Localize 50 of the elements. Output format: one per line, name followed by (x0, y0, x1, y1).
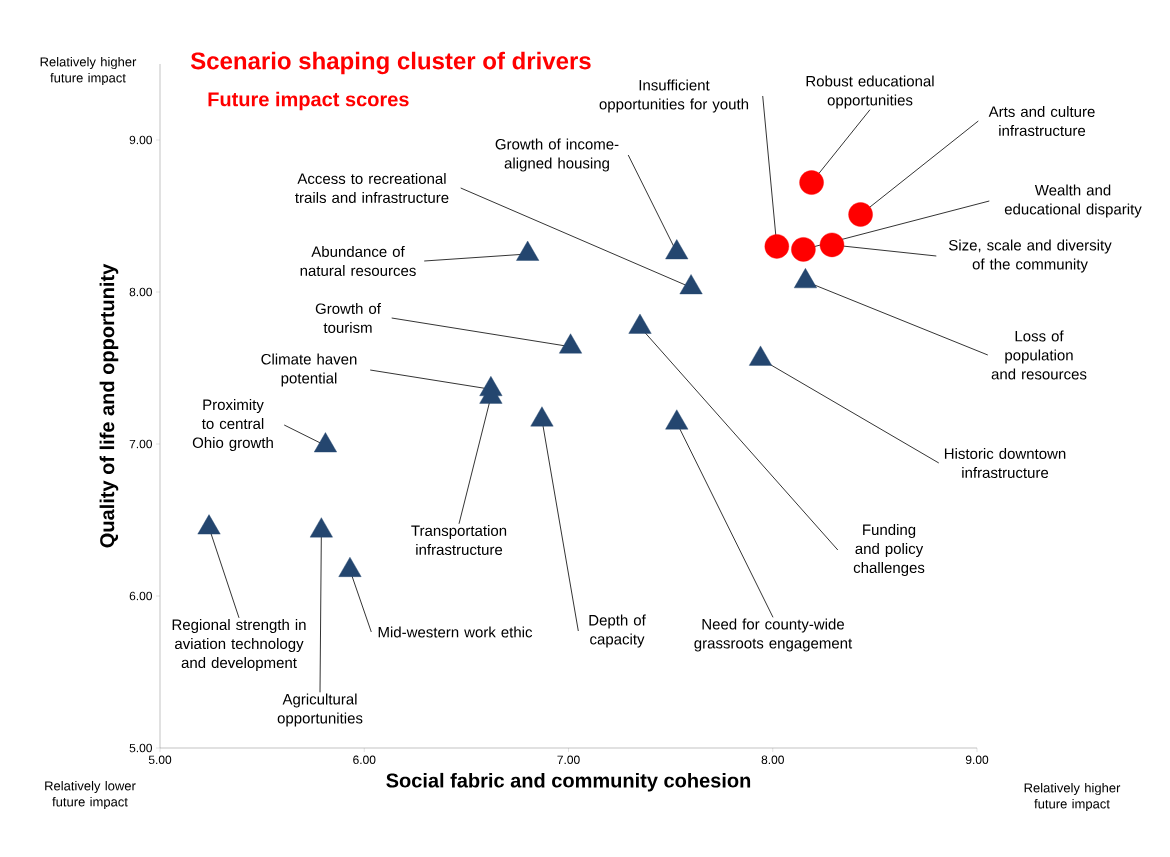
annotation: Transportation infrastructure (411, 525, 507, 556)
annotation: Insufficient opportunities for youth (599, 79, 749, 113)
point (559, 333, 583, 354)
annotation: Historic downtown infrastructure (944, 447, 1066, 478)
y-axis-title: Quality of life and opportunity (99, 263, 119, 548)
point (679, 274, 703, 295)
annotation: Abundance of natural resources (300, 246, 416, 277)
y-tick-label: 7.00 (129, 439, 152, 449)
annotation: Mid-western work ethic (378, 626, 533, 638)
text: Relatively higher future impact (1024, 782, 1121, 812)
point (530, 406, 554, 427)
annotation: Agricultural opportunities (277, 693, 363, 727)
point (338, 556, 362, 577)
annotation: Need for county-wide grassroots engagement (694, 618, 853, 652)
point (309, 517, 333, 538)
x-tick-label: 8.00 (761, 755, 784, 765)
annotation: Access to recreational trails and infrastructure (295, 172, 449, 203)
annotation: Size, scale and diversity of the community (948, 239, 1112, 273)
x-tick-label: 9.00 (965, 755, 989, 765)
text: Relatively lower future impact (45, 780, 136, 810)
point (665, 239, 689, 260)
x-axis-title: Social fabric and community cohesion (386, 772, 751, 792)
point (516, 240, 540, 261)
point (665, 409, 689, 430)
point (313, 432, 337, 453)
annotation: Climate haven potential (261, 353, 357, 387)
point (749, 345, 772, 366)
annotation: Wealth and educational disparity (1004, 184, 1142, 218)
annotation: Loss of population and resources (991, 330, 1087, 380)
chart-title: Scenario shaping cluster of drivers (190, 51, 591, 75)
x-tick-label: 7.00 (557, 755, 580, 765)
point (197, 514, 221, 535)
annotation: Growth of income-aligned housing (495, 138, 619, 172)
point (628, 313, 652, 334)
annotation: Arts and culture infrastructure (988, 105, 1095, 136)
annotation: Proximity to central Ohio growth (192, 399, 273, 451)
text: Future impact scores (208, 91, 409, 111)
y-tick-label: 5.00 (129, 743, 152, 753)
annotation: Regional strength in aviation technology and development (172, 619, 306, 671)
y-tick-label: 6.00 (129, 591, 152, 601)
annotation: Robust educational opportunities (806, 75, 934, 109)
y-tick-label: 8.00 (129, 287, 152, 297)
y-tick-label: 9.00 (129, 135, 152, 145)
point (793, 268, 817, 289)
annotation: Depth of capacity (589, 614, 646, 648)
annotation: Funding and policy challenges (853, 524, 925, 576)
annotation: Growth of tourism (315, 303, 381, 334)
text: Relatively higher future impact (40, 56, 137, 86)
x-tick-label: 5.00 (148, 755, 172, 765)
x-tick-label: 6.00 (353, 755, 376, 765)
